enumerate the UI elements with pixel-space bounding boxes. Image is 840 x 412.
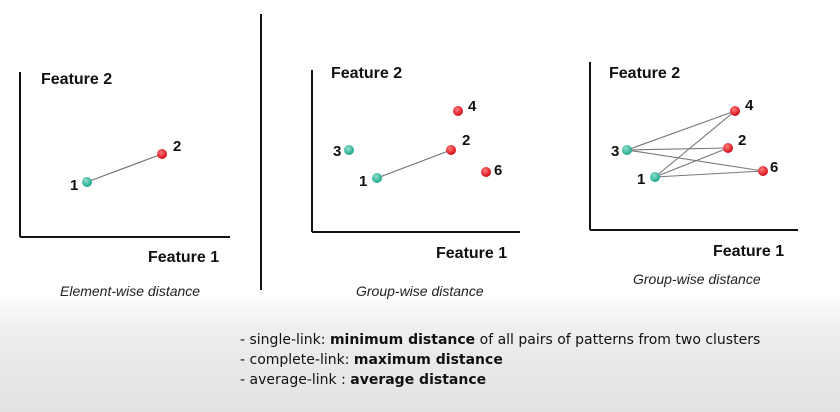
x-axis-label: Feature 1	[713, 243, 784, 260]
linkage-notes: - single-link: minimum distance of all p…	[240, 330, 760, 390]
point-6	[481, 167, 491, 177]
link-1-6	[654, 170, 764, 178]
point-2	[723, 143, 733, 153]
y-axis-label: Feature 2	[609, 65, 680, 82]
point-4	[453, 106, 463, 116]
point-label-2: 2	[173, 138, 181, 155]
panel-group-wise-single: Feature 2 Feature 1 3 1 4 2 6 Group-wise…	[311, 65, 520, 299]
panel-element-wise: Feature 2 Feature 1 1 2 Element-wise dis…	[19, 71, 230, 299]
x-axis-label: Feature 1	[148, 249, 219, 266]
point-6	[758, 166, 768, 176]
point-label-6: 6	[494, 162, 502, 179]
note-emphasis: maximum distance	[353, 352, 503, 368]
point-4	[730, 106, 740, 116]
point-1	[372, 173, 382, 183]
note-suffix: of all pairs of patterns from two cluste…	[475, 332, 761, 348]
point-1	[650, 172, 660, 182]
point-label-1: 1	[359, 173, 367, 190]
note-prefix: - average-link :	[240, 372, 351, 388]
point-label-6: 6	[770, 159, 778, 176]
note-complete-link: - complete-link: maximum distance	[240, 350, 760, 370]
note-single-link: - single-link: minimum distance of all p…	[240, 330, 760, 350]
point-label-3: 3	[611, 143, 619, 160]
point-label-4: 4	[745, 97, 754, 114]
note-prefix: - single-link:	[240, 332, 330, 348]
note-emphasis: minimum distance	[329, 332, 476, 348]
link-1-2	[654, 147, 729, 178]
point-label-1: 1	[70, 177, 78, 194]
point-label-4: 4	[468, 98, 477, 115]
point-3	[622, 145, 632, 155]
link-3-6	[626, 149, 764, 172]
panel-group-wise-all-pairs: Feature 2 Feature 1 3 1 4 2 6 Group-wise…	[589, 62, 798, 287]
link-3-4	[626, 110, 736, 151]
point-label-2: 2	[462, 132, 470, 149]
point-label-3: 3	[333, 143, 341, 160]
point-2	[157, 149, 167, 159]
y-axis-label: Feature 2	[331, 65, 402, 82]
panel-caption: Group-wise distance	[633, 271, 761, 287]
note-emphasis: average distance	[350, 372, 487, 388]
panel-caption: Group-wise distance	[356, 283, 484, 299]
pairwise-lines	[626, 110, 764, 178]
y-axis-label: Feature 2	[41, 71, 112, 88]
note-prefix: - complete-link:	[240, 352, 354, 368]
distance-line	[86, 153, 163, 183]
point-label-2: 2	[738, 132, 746, 149]
point-label-1: 1	[637, 171, 645, 188]
panel-caption: Element-wise distance	[60, 283, 200, 299]
link-1-4	[654, 110, 736, 178]
note-average-link: - average-link : average distance	[240, 370, 760, 390]
point-3	[344, 145, 354, 155]
x-axis-label: Feature 1	[436, 245, 507, 262]
single-link-line	[376, 149, 452, 179]
point-1	[82, 177, 92, 187]
point-2	[446, 145, 456, 155]
link-3-2	[626, 147, 729, 151]
